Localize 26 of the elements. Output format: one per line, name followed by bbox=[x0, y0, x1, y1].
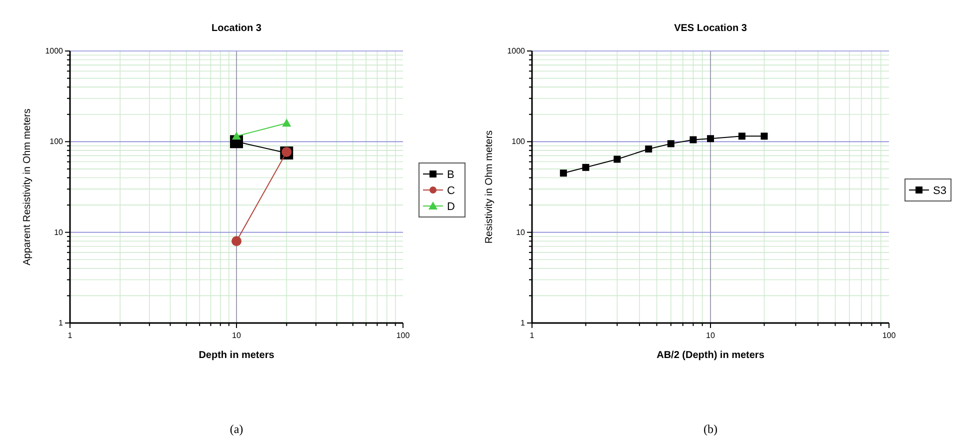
x-axis-title: AB/2 (Depth) in meters bbox=[656, 350, 765, 361]
x-tick-label: 1 bbox=[68, 331, 73, 340]
y-axis-title: Apparent Resistivity in Ohm meters bbox=[22, 108, 33, 266]
y-tick-label: 1000 bbox=[507, 46, 526, 56]
x-tick-label: 1 bbox=[530, 331, 535, 340]
y-tick-label: 10 bbox=[516, 228, 526, 237]
y-tick-label: 1 bbox=[520, 318, 526, 328]
x-tick-label: 100 bbox=[396, 331, 410, 340]
x-axis-title: Depth in meters bbox=[198, 350, 275, 361]
y-tick-label: 1000 bbox=[45, 46, 64, 56]
x-tick-label: 10 bbox=[706, 331, 716, 340]
legend-label: B bbox=[447, 168, 454, 181]
legend-label: D bbox=[447, 200, 455, 213]
x-tick-label: 100 bbox=[882, 331, 896, 340]
y-axis-title: Resistivity in Ohm meters bbox=[484, 130, 495, 244]
chart-title: VES Location 3 bbox=[674, 23, 748, 34]
y-tick-label: 10 bbox=[54, 228, 64, 237]
y-tick-label: 100 bbox=[512, 137, 526, 146]
y-tick-label: 1 bbox=[58, 318, 64, 328]
x-tick-label: 10 bbox=[232, 331, 242, 340]
legend-label: C bbox=[447, 184, 455, 197]
chart-title: Location 3 bbox=[211, 23, 262, 34]
text: (a) bbox=[230, 422, 244, 436]
y-tick-label: 100 bbox=[50, 137, 64, 146]
legend-label: S3 bbox=[933, 184, 946, 197]
text: (b) bbox=[704, 422, 718, 436]
